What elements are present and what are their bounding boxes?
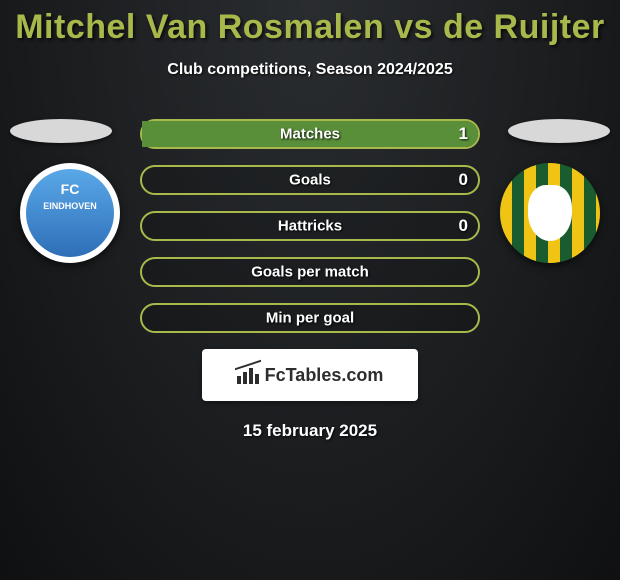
stat-bar-label: Hattricks [278, 218, 342, 235]
watermark-badge: FcTables.com [202, 349, 418, 401]
watermark-text: FcTables.com [265, 365, 384, 386]
stat-bar-value-right: 0 [459, 216, 468, 236]
flag-right-oval [508, 119, 610, 143]
chart-icon [237, 366, 259, 384]
stat-bar: Matches 1 [140, 119, 480, 149]
stat-bar-label: Matches [280, 126, 340, 143]
comparison-date: 15 february 2025 [0, 421, 620, 441]
stat-bar: Hattricks 0 [140, 211, 480, 241]
stat-bar-value-right: 1 [459, 124, 468, 144]
stat-bar-label: Goals [289, 172, 331, 189]
stat-bar-label: Min per goal [266, 310, 354, 327]
comparison-subtitle: Club competitions, Season 2024/2025 [0, 61, 620, 79]
team-left-logo [20, 163, 120, 263]
comparison-title: Mitchel Van Rosmalen vs de Ruijter [0, 0, 620, 47]
stat-bar-value-right: 0 [459, 170, 468, 190]
stat-bar-label: Goals per match [251, 264, 369, 281]
stat-bar: Goals 0 [140, 165, 480, 195]
comparison-content: EINDHOVEN Matches1Goals0Hattricks0Goals … [0, 119, 620, 441]
stat-bar: Min per goal [140, 303, 480, 333]
team-right-logo [500, 163, 600, 263]
flag-left-oval [10, 119, 112, 143]
stork-icon [528, 185, 572, 241]
stat-bars-container: Matches 1 Goals 0 Hattricks 0 Goals per match M… [140, 119, 480, 333]
stat-bar: Goals per match [140, 257, 480, 287]
